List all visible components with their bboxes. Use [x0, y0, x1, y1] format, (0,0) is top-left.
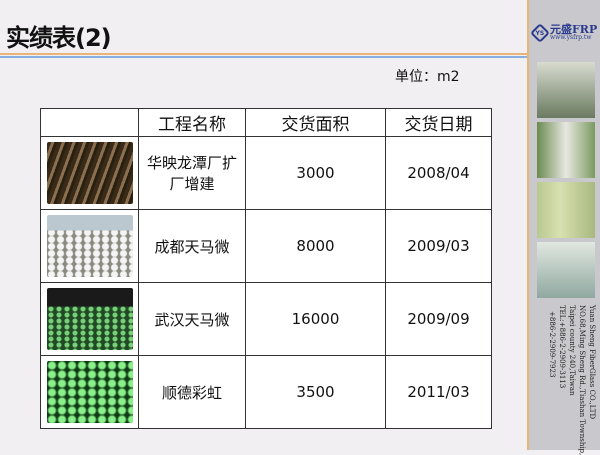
silo-photo	[537, 182, 595, 238]
project-photo	[46, 142, 133, 204]
slide-title: 实绩表(2)	[6, 24, 112, 52]
table-row: 武汉天马微 16000 2009/09	[40, 282, 492, 356]
delivery-date: 2008/04	[385, 136, 492, 210]
blue-divider	[0, 56, 527, 58]
performance-table: 工程名称 交货面积 交货日期 华映龙潭厂扩厂增建 3000 2008/04 成都…	[40, 108, 492, 429]
delivery-area: 3000	[245, 136, 386, 210]
table-header-row: 工程名称 交货面积 交货日期	[40, 108, 492, 137]
factory-photo	[537, 62, 595, 118]
delivery-date: 2009/03	[385, 209, 492, 283]
ys-logo-icon: YS	[530, 22, 550, 43]
delivery-area: 3500	[245, 355, 386, 429]
delivery-area: 16000	[245, 282, 386, 356]
logo-url: www.ysfrp.tw	[550, 34, 592, 41]
unit-label: 单位：m2	[395, 69, 460, 85]
logo-name: 元盛FRP	[550, 23, 598, 36]
sidebar: YS 元盛FRP www.ysfrp.tw Yuan Sheng FiberGl…	[527, 0, 600, 455]
header-area: 交货面积	[245, 108, 386, 137]
table-row: 顺德彩虹 3500 2011/03	[40, 355, 492, 429]
header-date: 交货日期	[385, 108, 492, 137]
project-name: 顺德彩虹	[138, 355, 246, 429]
table-row: 成都天马微 8000 2009/03	[40, 209, 492, 283]
project-photo	[46, 288, 133, 350]
project-photo	[46, 215, 133, 277]
project-name: 华映龙潭厂扩厂增建	[138, 136, 246, 210]
project-photo	[46, 361, 133, 423]
delivery-date: 2011/03	[385, 355, 492, 429]
company-logo: YS 元盛FRP www.ysfrp.tw	[530, 22, 598, 43]
project-name: 成都天马微	[138, 209, 246, 283]
orange-divider	[0, 53, 527, 55]
header-photo	[40, 108, 139, 137]
company-address: Yuan Sheng FiberGlass CO.,LTD NO.68,Ming…	[548, 305, 596, 455]
header-project: 工程名称	[138, 108, 246, 137]
delivery-date: 2009/09	[385, 282, 492, 356]
project-name: 武汉天马微	[138, 282, 246, 356]
delivery-area: 8000	[245, 209, 386, 283]
table-row: 华映龙潭厂扩厂增建 3000 2008/04	[40, 136, 492, 210]
floor-photo	[537, 242, 595, 298]
tank-photo	[537, 122, 595, 178]
